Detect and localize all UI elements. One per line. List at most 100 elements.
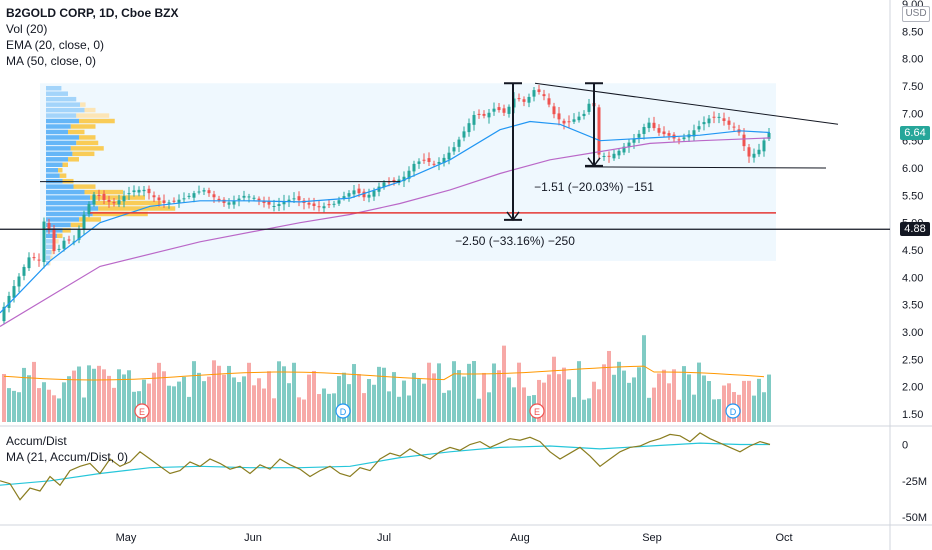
profile-bar-up	[46, 195, 90, 200]
volume-bar	[107, 375, 111, 422]
volume-bar	[657, 373, 661, 422]
profile-bar-down	[98, 206, 176, 211]
volume-bar	[252, 385, 256, 422]
candle-body	[497, 107, 501, 111]
volume-bar	[757, 378, 761, 422]
volume-bar	[367, 379, 371, 422]
volume-bar	[72, 370, 76, 422]
candle-body	[277, 204, 281, 206]
profile-bar-up	[46, 135, 79, 140]
profile-bar-down	[62, 162, 68, 167]
profile-bar-down	[57, 233, 63, 239]
volume-bar	[7, 388, 11, 422]
event-marker-label: E	[139, 407, 145, 417]
profile-bar-down	[51, 250, 55, 255]
candle-body	[172, 200, 176, 202]
candle-body	[722, 118, 726, 121]
profile-bar-up	[46, 91, 68, 96]
volume-bar	[662, 369, 666, 422]
candle-body	[67, 239, 71, 241]
time-tick-label: Sep	[642, 532, 662, 544]
profile-bar-up	[46, 173, 60, 178]
candle-body	[522, 99, 526, 102]
profile-bar-down	[68, 129, 85, 135]
volume-bar	[512, 387, 516, 422]
ma50-line	[0, 137, 771, 328]
candle-body	[227, 202, 231, 205]
ema20-line	[0, 120, 771, 314]
candle-body	[402, 176, 406, 182]
candle-body	[707, 118, 711, 124]
volume-bar	[157, 362, 161, 422]
volume-bar	[187, 396, 191, 422]
volume-bar	[472, 361, 476, 422]
candle-body	[632, 138, 636, 143]
profile-bar-down	[62, 228, 71, 233]
profile-bar-up	[46, 255, 51, 260]
candle-body	[322, 206, 326, 209]
volume-bar	[742, 380, 746, 422]
volume-bar	[352, 364, 356, 422]
candle-body	[177, 199, 181, 203]
measure-label-big: −2.50 (−33.16%) −250	[455, 234, 575, 248]
candle-body	[492, 108, 496, 112]
candle-body	[597, 107, 601, 155]
volume-bar	[57, 398, 61, 422]
symbol-title: B2GOLD CORP, 1D, Cboe BZX	[6, 6, 179, 20]
volume-bar	[37, 388, 41, 422]
candle-body	[432, 163, 436, 165]
candle-body	[517, 98, 521, 100]
profile-bar-up	[46, 168, 59, 173]
volume-bar	[667, 383, 671, 422]
volume-bar	[452, 361, 456, 422]
volume-bar	[182, 376, 186, 422]
profile-bar-down	[50, 255, 53, 260]
candle-body	[307, 202, 311, 205]
volume-bar	[42, 382, 46, 422]
candle-body	[247, 196, 251, 198]
price-tick-label: 7.00	[902, 108, 923, 120]
price-axis[interactable]: 9.008.508.007.507.006.506.005.505.004.50…	[902, 0, 927, 524]
candle-body	[467, 123, 471, 133]
profile-bar-up	[46, 239, 55, 244]
volume-bar	[682, 366, 686, 422]
volume-bar	[277, 361, 281, 422]
volume-bar	[427, 362, 431, 422]
volume-bar	[97, 365, 101, 422]
volume-bar	[522, 387, 526, 422]
candle-body	[232, 201, 236, 205]
profile-bar-down	[68, 157, 79, 162]
candle-body	[157, 197, 161, 201]
time-axis[interactable]: May Jun Jul Aug Sep Oct	[116, 532, 793, 544]
candle-body	[667, 133, 671, 136]
candle-body	[312, 203, 316, 206]
time-tick-label: Aug	[510, 532, 530, 544]
volume-bar	[222, 374, 226, 422]
volume-bar	[622, 370, 626, 422]
profile-bar-up	[46, 200, 96, 206]
profile-bar-down	[58, 168, 63, 173]
ma-legend: MA (50, close, 0)	[6, 54, 97, 68]
candle-body	[557, 113, 561, 120]
profile-bar-down	[90, 195, 145, 200]
volume-bar	[282, 366, 286, 422]
volume-bar	[257, 378, 261, 422]
volume-bar	[527, 395, 531, 422]
volume-bar	[497, 370, 501, 422]
level-price-tag: 4.88	[900, 222, 930, 236]
trend-drawings[interactable]: −2.50 (−33.16%) −250 −1.51 (−20.03%) −151…	[0, 82, 890, 419]
candle-body	[582, 113, 586, 117]
candle-body	[122, 196, 126, 202]
profile-bar-up	[46, 140, 77, 146]
candle-body	[622, 146, 626, 153]
volume-bar	[372, 384, 376, 422]
volume-bar	[297, 397, 301, 422]
candle-body	[677, 139, 681, 141]
candle-body	[347, 193, 351, 197]
volume-bar	[397, 396, 401, 422]
volume-bar	[217, 365, 221, 422]
candle-body	[647, 122, 651, 129]
volume-bar	[607, 350, 611, 422]
currency-label[interactable]: USD	[902, 6, 930, 22]
